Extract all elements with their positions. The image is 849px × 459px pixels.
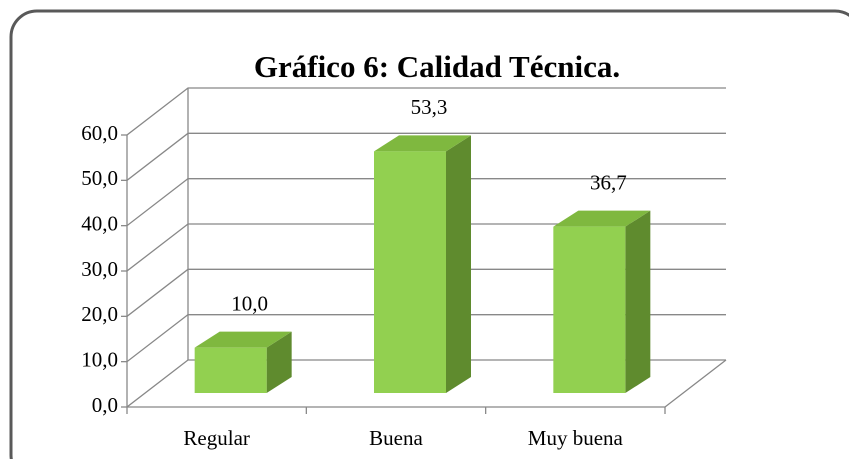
y-tick-label: 10,0: [81, 347, 118, 371]
y-tick-label: 20,0: [81, 302, 118, 326]
grid-line: [126, 178, 726, 227]
bar-top: [194, 331, 292, 348]
chart-title: Gráfico 6: Calidad Técnica.: [254, 49, 620, 84]
bar-side: [266, 331, 292, 393]
grid-line: [126, 87, 726, 136]
y-tick-label: 0,0: [92, 393, 118, 417]
x-tick-label: Buena: [369, 426, 423, 450]
grid-line: [126, 132, 726, 181]
grid-line: [126, 314, 726, 363]
y-tick-label: 30,0: [81, 257, 118, 281]
data-label: 10,0: [231, 291, 268, 315]
bar-top: [553, 210, 651, 227]
data-label: 53,3: [411, 95, 448, 119]
bar-side: [625, 210, 651, 393]
bar: [553, 226, 626, 393]
y-tick-label: 50,0: [81, 166, 118, 190]
grid-line: [126, 223, 726, 272]
data-label: 36,7: [590, 170, 627, 194]
bar: [194, 347, 267, 393]
bar-top: [374, 135, 471, 152]
y-tick-label: 60,0: [81, 121, 118, 145]
x-tick-label: Regular: [183, 426, 249, 450]
bar: [374, 151, 446, 393]
y-tick-label: 40,0: [81, 211, 118, 235]
bar-side: [446, 135, 471, 393]
grid-line: [126, 268, 726, 317]
x-tick-label: Muy buena: [528, 426, 624, 450]
grid-line: [126, 359, 726, 408]
